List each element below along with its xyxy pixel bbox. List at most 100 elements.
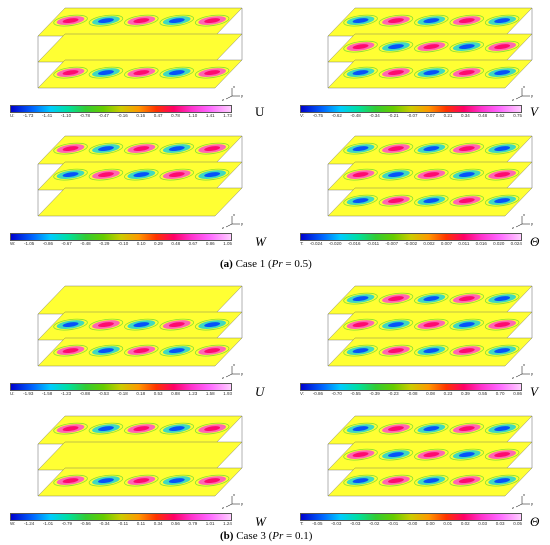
colorbar-tick-label: 0.18 <box>136 391 146 396</box>
flow-structure <box>53 168 88 181</box>
colorbar-tick-label: -0.86 <box>312 391 323 396</box>
colorbar-tick-label: -0.020 <box>328 241 342 246</box>
caption-case1-text: Case 1 ( <box>235 258 272 270</box>
colorbar-tick-label: 0.23 <box>443 391 453 396</box>
colorbar-tick-label: 0.011 <box>458 241 470 246</box>
flow-structure <box>159 66 194 79</box>
slab-plot <box>327 415 533 508</box>
flow-structure <box>484 448 520 461</box>
panel-case3-v: x y z V: -0.86 -0.70 -0.55 -0.39 -0.23 -0.08 0.08 0… <box>300 282 540 402</box>
colorbar-tick-label: 0.024 <box>510 241 522 246</box>
flow-structure <box>449 194 484 207</box>
colorbar-tick-label: -1.93 <box>23 391 34 396</box>
flow-structure <box>449 448 484 461</box>
flow-structure <box>159 474 194 487</box>
flow-structure <box>53 474 88 487</box>
flow-structure <box>414 474 449 487</box>
flow-structure <box>53 14 88 27</box>
colorbar-tick-label: 0.70 <box>495 391 505 396</box>
flow-structure <box>343 14 378 27</box>
slab-plot <box>37 7 243 100</box>
flow-structure <box>124 344 159 357</box>
colorbar-tick-label: 0.75 <box>513 113 522 118</box>
colorbar-tick-label: -1.05 <box>23 241 35 246</box>
axis-label-x: x <box>523 212 525 217</box>
colorbar-tick-label: -0.88 <box>79 391 90 396</box>
flow-structure <box>88 344 124 357</box>
colorbar-tick-label: 0.00 <box>425 521 435 526</box>
axis-label-x: x <box>523 362 525 367</box>
flow-structure <box>414 40 449 53</box>
flow-structure <box>124 474 159 487</box>
colorbar-tick-label: 0.34 <box>460 113 470 118</box>
var-label-case3-v: V <box>530 384 538 399</box>
axis-label-y: y <box>531 371 533 376</box>
colorbar-tick-label: -0.00 <box>406 521 418 526</box>
colorbar-tick-label: 0.21 <box>443 113 453 118</box>
axis-label-z: z <box>512 97 514 102</box>
colorbar-tick-label: 1.93 <box>223 391 232 396</box>
var-label-case1-v: V <box>530 104 538 119</box>
flow-structure <box>194 142 230 155</box>
colorbar <box>10 233 232 241</box>
axis-label-x: x <box>233 212 235 217</box>
panel-case1-w: x y z W: -1.05 -0.86 -0.67 -0.48 -0.29 -0.10 0.10 0… <box>10 132 250 252</box>
var-label-case3-w: W <box>255 514 266 529</box>
colorbar-tick-label: -0.011 <box>366 241 380 246</box>
colorbar-tick-label: 0.02 <box>460 521 470 526</box>
colorbar <box>300 105 522 113</box>
var-label-case3-u: U <box>255 384 265 399</box>
flow-structure <box>378 40 414 53</box>
flow-structure <box>194 66 230 79</box>
flow-structure <box>414 292 449 305</box>
flow-structure <box>124 168 159 181</box>
panel-case1-u: x y z U: -1.73 -1.41 -1.10 -0.78 -0.47 -0.16 0.16 0… <box>10 4 250 124</box>
flow-structure <box>449 168 484 181</box>
colorbar-tick-label: -0.01 <box>388 521 399 526</box>
axis-label-z: z <box>222 225 224 230</box>
flow-structure <box>378 318 414 331</box>
flow-structure <box>378 344 414 357</box>
colorbar <box>300 513 522 521</box>
colorbar-tick-label: -0.07 <box>407 113 418 118</box>
colorbar-variable-prefix: T: <box>300 521 304 526</box>
flow-structure <box>124 422 159 435</box>
axis-label-y: y <box>241 221 243 226</box>
panel-case1-v: x y z V: -0.75 -0.62 -0.48 -0.34 -0.21 -0.07 0.07 0… <box>300 4 540 124</box>
colorbar-variable-prefix: U: <box>10 391 15 396</box>
flow-structure <box>484 474 520 487</box>
flow-structure <box>378 168 414 181</box>
axis-label-x: x <box>233 362 235 367</box>
flow-structure <box>53 318 88 331</box>
colorbar-tick-label: 1.10 <box>188 113 198 118</box>
flow-structure <box>343 194 378 207</box>
axis-triad-icon <box>225 216 240 228</box>
colorbar-tick-label: 0.48 <box>478 113 488 118</box>
panel-case3-w: x y z W: -1.24 -1.01 -0.79 -0.56 -0.34 -0.11 0.11 0… <box>10 412 250 532</box>
flow-structure <box>449 422 484 435</box>
flow-structure <box>124 318 159 331</box>
colorbar <box>10 105 232 113</box>
var-label-case1-theta: Θ <box>530 234 540 249</box>
flow-structure <box>484 318 520 331</box>
colorbar-tick-label: 0.03 <box>478 521 488 526</box>
axis-triad-icon <box>515 366 530 378</box>
axis-triad-icon <box>225 88 240 100</box>
flow-structure <box>343 292 378 305</box>
caption-case3-pr: Pr <box>272 530 284 542</box>
colorbar-tick-label: -0.70 <box>331 391 342 396</box>
colorbar-tick-label: 0.55 <box>478 391 488 396</box>
slab-plot <box>37 135 243 228</box>
colorbar-variable-prefix: T: <box>300 241 304 246</box>
flow-structure <box>194 318 230 331</box>
slice-plane <box>37 187 243 217</box>
colorbar-ticks: V: -0.86 -0.70 -0.55 -0.39 -0.23 -0.08 0.08 0.23… <box>300 391 522 396</box>
colorbar-tick-label: 0.34 <box>153 521 163 526</box>
flow-structure <box>53 66 88 79</box>
axis-label-y: y <box>241 93 243 98</box>
flow-structure <box>343 422 378 435</box>
slab-plot <box>327 7 533 100</box>
flow-structure <box>88 168 124 181</box>
colorbar-tick-label: -0.48 <box>350 113 361 118</box>
colorbar <box>300 383 522 391</box>
